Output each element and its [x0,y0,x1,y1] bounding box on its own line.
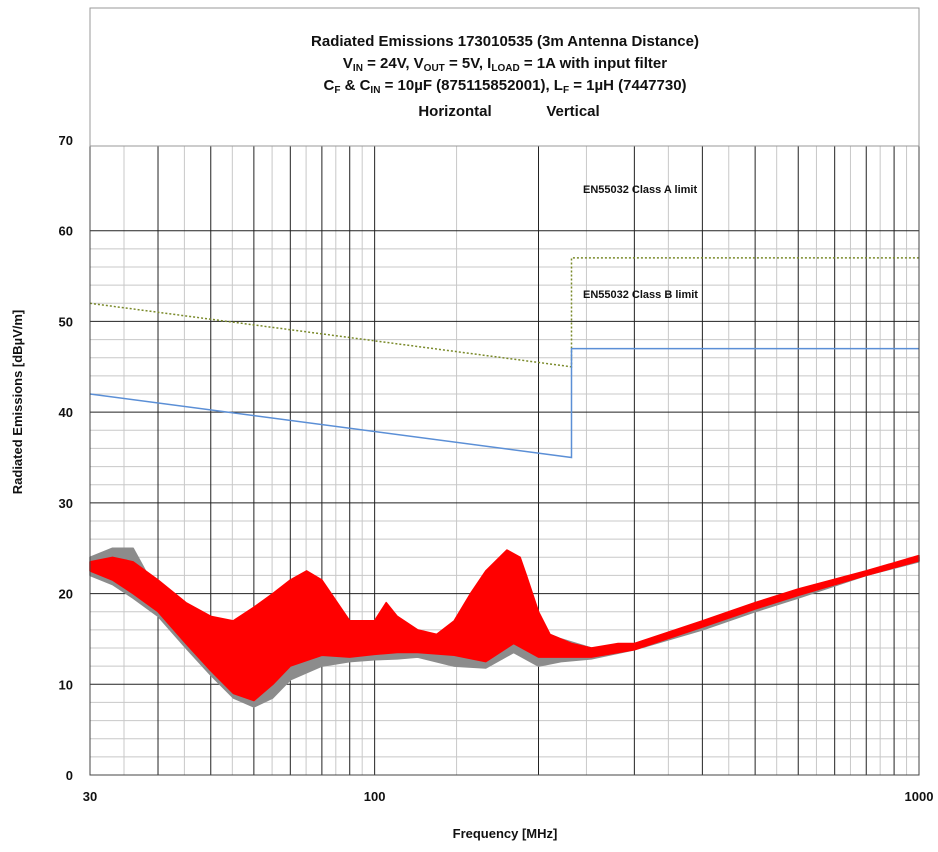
limits-layer [89,257,919,459]
title2-sub-c: LOAD [491,63,519,74]
title2-part-b: = 24V, V [363,55,424,72]
title3-sub-b: IN [370,85,380,96]
y-tick-label: 20 [59,587,73,602]
x-tick-labels: 30 100 1000 [83,789,934,804]
x-axis-title: Frequency [MHz] [453,826,558,841]
x-tick-label: 1000 [905,789,934,804]
y-tick-label: 70 [59,133,73,148]
y-axis-title: Radiated Emissions [dBµV/m] [10,310,25,494]
title3-part-c: = 10µF (875115852001), L [380,77,563,94]
title3-part-b: & C [340,77,370,94]
class-b-limit-line [89,347,919,459]
title2-part-c: = 5V, I [445,55,492,72]
y-tick-label: 10 [59,677,73,692]
class-a-limit-label: EN55032 Class A limit [583,184,697,196]
x-tick-label: 100 [364,789,386,804]
chart-title-line3: CF & CIN = 10µF (875115852001), LF = 1µH… [323,77,686,96]
y-tick-label: 30 [59,496,73,511]
x-tick-label: 30 [83,789,97,804]
title2-sub-a: IN [353,63,363,74]
title3-part-d: = 1µH (7447730) [569,77,686,94]
legend-horizontal: Horizontal [418,103,491,120]
chart-title-line1: Radiated Emissions 173010535 (3m Antenna… [311,33,699,50]
title3-part-a: C [323,77,334,94]
class-a-limit-line [89,257,919,368]
chart-title-line2: VIN = 24V, VOUT = 5V, ILOAD = 1A with in… [343,55,667,74]
class-b-limit-label: EN55032 Class B limit [583,289,698,301]
title2-part-a: V [343,55,353,72]
series-band-horizontal [89,549,920,702]
title3-sub-a: F [334,85,340,96]
y-tick-label: 50 [59,314,73,329]
title-box [89,7,920,147]
title3-sub-c: F [563,85,569,96]
legend-vertical: Vertical [546,103,599,120]
y-tick-labels: 0 10 20 30 40 50 60 70 [59,133,73,783]
title2-sub-b: OUT [424,63,445,74]
title2-part-d: = 1A with input filter [520,55,668,72]
y-tick-label: 60 [59,224,73,239]
y-tick-label: 0 [66,768,73,783]
y-tick-label: 40 [59,405,73,420]
